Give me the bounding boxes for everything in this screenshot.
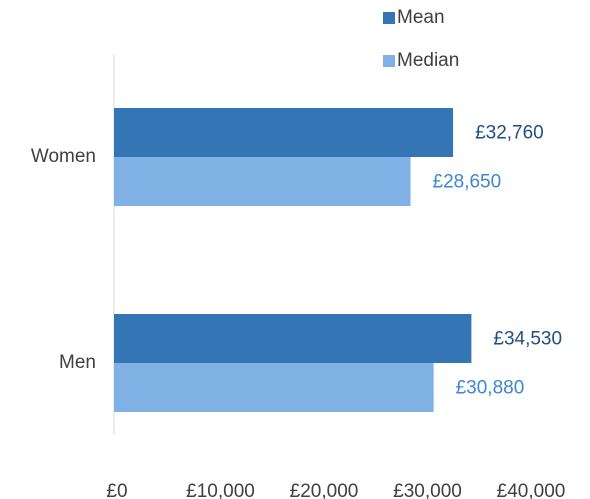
x-tick-label: £40,000 [497, 481, 566, 499]
bar [114, 363, 434, 412]
legend-swatch [383, 55, 395, 67]
legend-label: Mean [397, 7, 445, 28]
value-label: £34,530 [493, 329, 562, 350]
y-tick-label: Men [59, 352, 96, 373]
value-label: £28,650 [433, 172, 502, 193]
x-tick-label: £10,000 [186, 481, 255, 499]
legend-swatch [383, 12, 395, 24]
bar [114, 157, 411, 206]
legend-label: Median [397, 50, 459, 71]
value-label: £32,760 [475, 123, 544, 144]
bar [114, 108, 454, 157]
x-tick-label: £30,000 [393, 481, 462, 499]
bar [114, 314, 472, 363]
x-tick-label: £0 [106, 481, 127, 499]
value-label: £30,880 [456, 378, 525, 399]
y-tick-label: Women [31, 146, 96, 167]
x-tick-label: £20,000 [290, 481, 359, 499]
